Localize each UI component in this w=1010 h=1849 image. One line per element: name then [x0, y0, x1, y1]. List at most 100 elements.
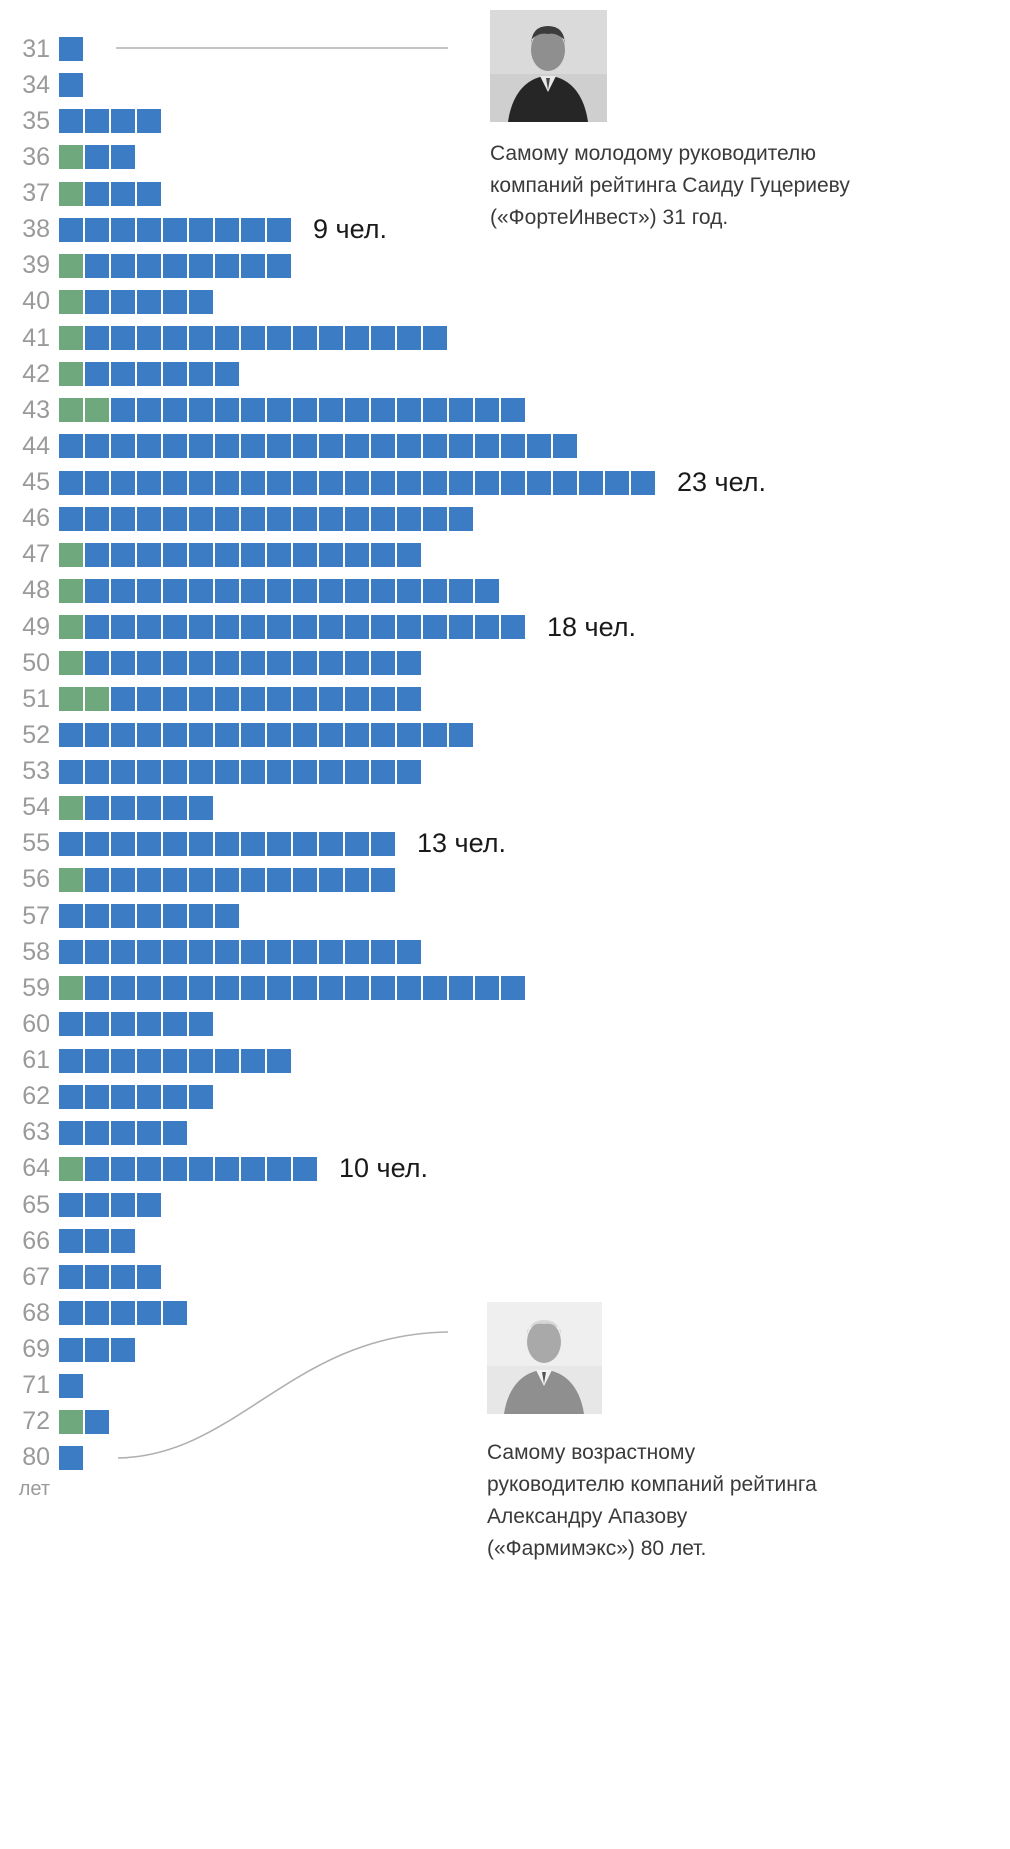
person-square-blue [137, 1048, 161, 1073]
unit-squares [59, 651, 421, 676]
person-square-blue [371, 651, 395, 676]
person-square-blue [163, 1120, 187, 1145]
person-square-blue [163, 398, 187, 423]
person-square-blue [85, 795, 109, 820]
person-square-blue [59, 940, 83, 965]
person-square-blue [85, 1301, 109, 1326]
person-square-blue [163, 976, 187, 1001]
person-square-blue [241, 1156, 265, 1181]
age-label: 59 [22, 973, 50, 1002]
person-square-blue [111, 1156, 135, 1181]
person-square-blue [189, 398, 213, 423]
person-square-blue [215, 904, 239, 929]
age-label: 54 [22, 793, 50, 822]
person-square-blue [215, 398, 239, 423]
person-square-blue [241, 723, 265, 748]
person-square-blue [267, 615, 291, 640]
person-square-blue [111, 1048, 135, 1073]
person-square-blue [163, 470, 187, 495]
person-square-blue [241, 326, 265, 351]
person-square-blue [85, 976, 109, 1001]
person-square-blue [423, 434, 447, 459]
person-square-blue [293, 615, 317, 640]
person-square-blue [85, 759, 109, 784]
person-square-blue [215, 759, 239, 784]
person-square-blue [371, 615, 395, 640]
person-square-blue [85, 1193, 109, 1218]
person-square-blue [137, 217, 161, 242]
person-square-blue [137, 651, 161, 676]
person-square-blue [215, 506, 239, 531]
chart-row: 49 18 чел. [10, 609, 766, 645]
person-square-blue [163, 795, 187, 820]
person-square-blue [371, 398, 395, 423]
person-square-blue [345, 759, 369, 784]
person-square-blue [215, 867, 239, 892]
person-square-blue [397, 326, 421, 351]
age-label: 45 [22, 468, 50, 497]
person-square-blue [475, 470, 499, 495]
person-square-blue [163, 362, 187, 387]
person-square-blue [189, 1012, 213, 1037]
person-square-blue [85, 1337, 109, 1362]
person-square-blue [59, 109, 83, 134]
person-square-blue [371, 578, 395, 603]
person-square-blue [397, 542, 421, 567]
person-square-blue [137, 1193, 161, 1218]
person-square-blue [111, 253, 135, 278]
person-square-blue [371, 723, 395, 748]
person-square-blue [605, 470, 629, 495]
person-square-blue [397, 398, 421, 423]
person-square-blue [371, 687, 395, 712]
person-square-blue [475, 615, 499, 640]
person-square-blue [111, 398, 135, 423]
person-square-blue [85, 1012, 109, 1037]
person-square-blue [189, 687, 213, 712]
unit-squares [59, 145, 135, 170]
person-square-blue [189, 289, 213, 314]
person-square-blue [137, 759, 161, 784]
person-square-blue [137, 326, 161, 351]
person-square-blue [241, 867, 265, 892]
person-square-blue [423, 506, 447, 531]
person-square-blue [137, 362, 161, 387]
chart-row: 34 [10, 67, 766, 103]
person-square-blue [345, 867, 369, 892]
person-square-blue [267, 1156, 291, 1181]
person-square-blue [345, 976, 369, 1001]
person-square-blue [59, 904, 83, 929]
chart-row: 54 [10, 790, 766, 826]
person-square-blue [553, 434, 577, 459]
person-square-blue [59, 1373, 83, 1398]
count-label: 18 чел. [547, 611, 636, 642]
person-square-blue [85, 1120, 109, 1145]
person-square-blue [85, 109, 109, 134]
person-square-blue [319, 542, 343, 567]
person-square-blue [137, 1012, 161, 1037]
person-square-blue [475, 976, 499, 1001]
chart-row: 71 [10, 1368, 766, 1404]
person-square-blue [501, 615, 525, 640]
person-square-blue [111, 867, 135, 892]
unit-squares [59, 181, 161, 206]
person-square-blue [163, 289, 187, 314]
person-square-blue [137, 109, 161, 134]
person-square-blue [371, 542, 395, 567]
person-square-blue [423, 615, 447, 640]
person-square-blue [85, 362, 109, 387]
chart-row: 62 [10, 1079, 766, 1115]
person-square-green [59, 867, 83, 892]
chart-row: 41 [10, 320, 766, 356]
person-square-blue [293, 867, 317, 892]
person-square-blue [345, 687, 369, 712]
person-square-blue [371, 434, 395, 459]
person-square-blue [215, 434, 239, 459]
person-square-blue [163, 326, 187, 351]
person-square-blue [59, 1012, 83, 1037]
chart-row: 42 [10, 356, 766, 392]
person-square-blue [371, 759, 395, 784]
person-square-blue [59, 1084, 83, 1109]
person-square-blue [137, 831, 161, 856]
person-square-blue [111, 145, 135, 170]
person-square-blue [189, 1156, 213, 1181]
